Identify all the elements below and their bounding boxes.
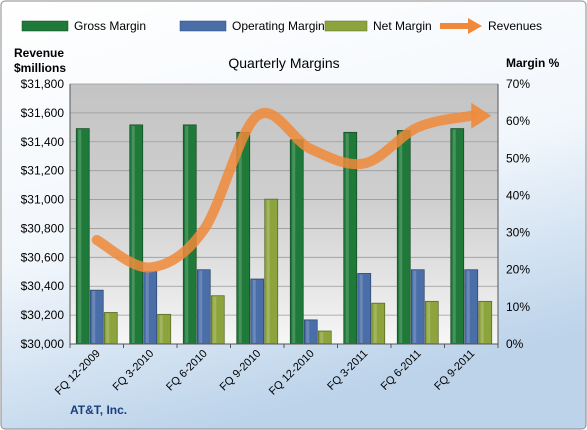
left-tick-label: $30,200 xyxy=(21,308,65,322)
left-tick-label: $31,400 xyxy=(21,135,65,149)
bar-highlight xyxy=(373,304,377,343)
legend-label-net-margin: Net Margin xyxy=(373,19,432,33)
left-tick-label: $30,600 xyxy=(21,250,65,264)
bar-highlight xyxy=(292,140,296,343)
bar-highlight xyxy=(131,125,135,343)
legend-label-gross-margin: Gross Margin xyxy=(74,19,146,33)
bar-highlight xyxy=(213,296,217,343)
right-tick-label: 50% xyxy=(506,151,530,165)
legend-arrow-revenues xyxy=(468,18,482,34)
bar-gross-margin xyxy=(129,124,144,345)
bar-operating-margin xyxy=(410,269,425,345)
chart-title: Quarterly Margins xyxy=(228,55,339,71)
bar-net-margin xyxy=(317,330,332,345)
right-tick-label: 30% xyxy=(506,226,530,240)
bar-highlight xyxy=(345,133,349,343)
bar-highlight xyxy=(399,131,403,343)
left-tick-label: $30,000 xyxy=(21,337,65,351)
bar-net-margin xyxy=(157,313,172,345)
bar-highlight xyxy=(359,274,363,343)
right-tick-label: 40% xyxy=(506,188,530,202)
revenue-point xyxy=(309,148,312,151)
bar-gross-margin xyxy=(289,139,304,345)
legend-swatch-net-margin xyxy=(324,20,368,32)
bar-highlight xyxy=(320,332,324,343)
bar-operating-margin xyxy=(464,269,479,345)
revenue-point xyxy=(416,126,419,129)
revenue-point xyxy=(202,228,205,231)
revenue-arrowhead xyxy=(471,102,492,129)
revenue-point xyxy=(95,239,98,242)
legend-label-operating-margin: Operating Margin xyxy=(232,19,325,33)
legend-label-revenues: Revenues xyxy=(488,19,542,33)
legend-swatch-gross-margin xyxy=(21,20,69,32)
legend: Gross Margin Operating Margin Net Margin… xyxy=(21,18,542,34)
bar-highlight xyxy=(466,270,470,343)
left-axis-title-line2: $millions xyxy=(14,61,66,75)
bar-highlight xyxy=(452,129,456,343)
revenue-point xyxy=(149,266,152,269)
bar-net-margin xyxy=(264,198,279,345)
bar-highlight xyxy=(413,270,417,343)
right-axis-title: Margin % xyxy=(506,56,560,70)
bar-highlight xyxy=(145,272,149,343)
right-tick-label: 60% xyxy=(506,114,530,128)
right-tick-label: 0% xyxy=(506,337,524,351)
bars xyxy=(75,124,493,345)
left-tick-label: $31,000 xyxy=(21,193,65,207)
bar-gross-margin xyxy=(396,130,411,345)
revenue-point xyxy=(256,114,259,117)
bar-highlight xyxy=(92,291,96,343)
left-tick-label: $30,400 xyxy=(21,279,65,293)
revenue-point xyxy=(470,114,473,117)
bar-operating-margin xyxy=(357,273,372,345)
bar-operating-margin xyxy=(143,271,158,345)
bar-gross-margin xyxy=(75,128,90,345)
bar-net-margin xyxy=(478,300,493,345)
bar-gross-margin xyxy=(450,128,465,345)
bar-highlight xyxy=(306,320,310,343)
bar-highlight xyxy=(480,302,484,343)
bar-highlight xyxy=(266,200,270,343)
revenue-line xyxy=(91,108,477,273)
bar-gross-margin xyxy=(236,131,251,345)
bar-net-margin xyxy=(371,302,386,345)
bar-highlight xyxy=(159,315,163,343)
left-tick-label: $31,200 xyxy=(21,164,65,178)
bar-highlight xyxy=(106,313,110,343)
revenue-line-layer xyxy=(91,102,492,273)
bar-operating-margin xyxy=(250,278,265,345)
left-tick-label: $31,800 xyxy=(21,77,65,91)
legend-swatch-operating-margin xyxy=(179,20,227,32)
company-label: AT&T, Inc. xyxy=(70,403,127,417)
revenue-point xyxy=(363,162,366,165)
bar-net-margin xyxy=(424,300,439,345)
right-tick-label: 70% xyxy=(506,77,530,91)
bar-operating-margin xyxy=(196,269,211,345)
left-tick-label: $31,600 xyxy=(21,106,65,120)
bar-highlight xyxy=(78,129,82,343)
bar-highlight xyxy=(252,280,256,343)
right-tick-label: 20% xyxy=(506,263,530,277)
bar-highlight xyxy=(238,133,242,343)
bar-operating-margin xyxy=(89,289,104,345)
bar-operating-margin xyxy=(303,319,318,345)
bar-highlight xyxy=(427,302,431,343)
left-tick-label: $30,800 xyxy=(21,221,65,235)
bar-net-margin xyxy=(103,312,118,345)
left-axis-title-line1: Revenue xyxy=(14,46,64,60)
bar-highlight xyxy=(185,125,189,343)
right-tick-label: 10% xyxy=(506,300,530,314)
bar-highlight xyxy=(199,270,203,343)
bar-net-margin xyxy=(210,295,225,345)
